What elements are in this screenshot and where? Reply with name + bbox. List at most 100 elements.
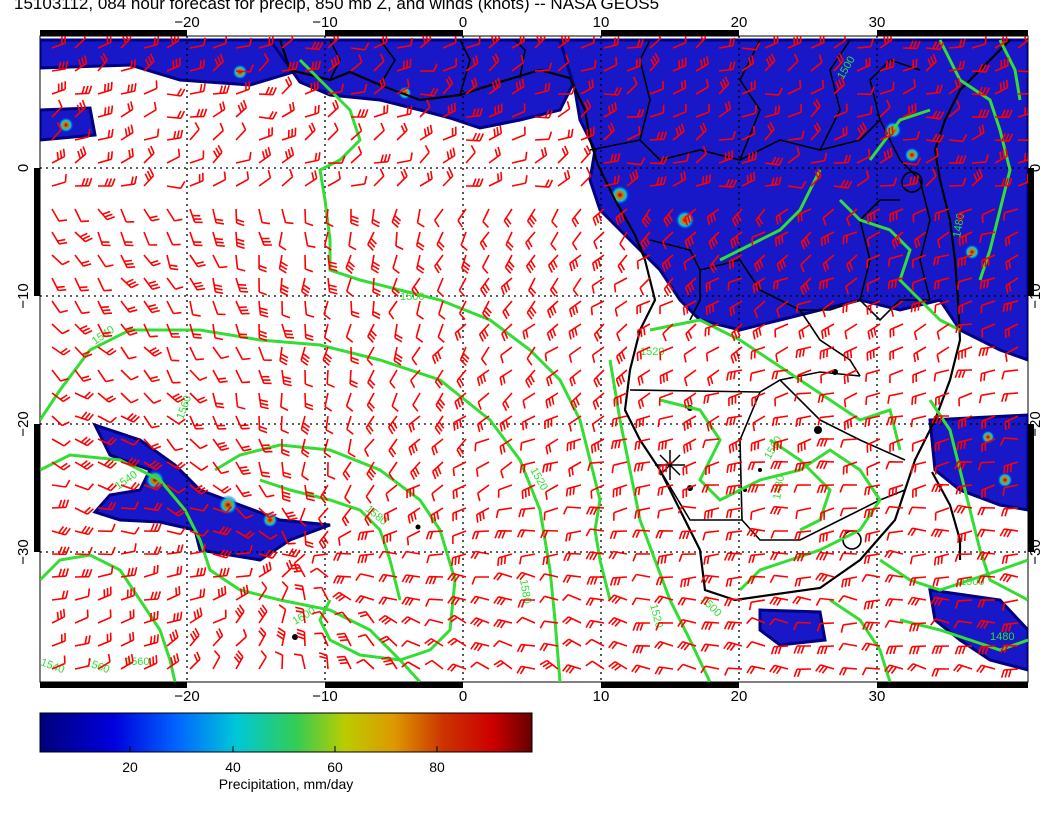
wind-barb — [815, 597, 835, 606]
wind-barb — [258, 208, 271, 225]
svg-text:−10: −10 — [1027, 283, 1044, 308]
wind-barb — [258, 369, 272, 385]
wind-barb — [516, 616, 536, 624]
wind-barb — [819, 277, 835, 290]
wind-barb — [189, 122, 200, 141]
wind-barb — [843, 415, 858, 431]
wind-barb — [613, 277, 628, 293]
wind-barb — [909, 553, 927, 565]
wind-barb — [470, 661, 490, 670]
wind-barb — [488, 171, 503, 187]
wind-barb — [233, 650, 244, 670]
wind-barb — [534, 147, 548, 164]
wind-barb — [994, 79, 1009, 95]
wind-barb — [480, 346, 490, 366]
wind-barb — [166, 346, 180, 362]
wind-barb — [936, 346, 950, 363]
wind-barb — [565, 530, 582, 542]
wind-barb — [544, 415, 559, 430]
wind-barb — [747, 575, 766, 585]
wind-barb — [408, 415, 421, 433]
wind-barb — [753, 254, 766, 273]
wind-barb — [166, 129, 184, 141]
wind-barb — [796, 300, 812, 313]
wind-barb — [769, 617, 789, 626]
wind-barb — [632, 644, 651, 654]
svg-text:0: 0 — [1027, 164, 1044, 172]
wind-barb — [51, 415, 70, 427]
wind-barb — [842, 231, 858, 245]
wind-barb — [771, 415, 789, 427]
wind-barb — [416, 208, 425, 228]
wind-barb — [431, 438, 444, 456]
wind-barb — [1001, 369, 1019, 380]
wind-barb — [678, 530, 697, 540]
wind-barb — [682, 484, 697, 499]
wind-barb — [424, 618, 444, 627]
wind-barb — [373, 122, 385, 141]
wind-barb — [97, 459, 117, 469]
svg-text:−20: −20 — [174, 14, 199, 31]
wind-barb — [409, 461, 421, 480]
wind-barb — [795, 415, 812, 427]
wind-barb — [593, 323, 605, 342]
wind-barb — [659, 346, 674, 361]
wind-barb — [677, 505, 697, 514]
wind-barb — [1017, 139, 1028, 142]
wind-barb — [545, 438, 559, 455]
wind-barb — [280, 415, 290, 434]
wind-barb — [120, 36, 132, 49]
wind-barb — [314, 632, 329, 647]
wind-barb — [51, 479, 71, 488]
wind-barb — [391, 208, 402, 228]
wind-barb — [212, 609, 227, 624]
wind-barb — [143, 168, 155, 187]
wind-barb — [562, 616, 582, 625]
wind-barb — [522, 392, 536, 409]
wind-barb — [411, 346, 421, 366]
wind-barb — [787, 180, 807, 189]
wind-barb — [258, 300, 269, 318]
wind-barb — [212, 277, 224, 295]
wind-barb — [189, 172, 204, 187]
wind-barb — [795, 346, 812, 359]
wind-barb — [539, 620, 559, 629]
wind-barb — [635, 415, 651, 429]
wind-barb — [682, 300, 697, 316]
wind-barb — [74, 254, 92, 267]
wind-barb — [585, 597, 605, 606]
wind-barb — [143, 277, 161, 290]
wind-barb — [764, 105, 781, 118]
wind-barb — [797, 208, 812, 223]
wind-barb — [545, 392, 559, 409]
wind-barb — [542, 461, 559, 473]
wind-barb — [889, 323, 904, 338]
wind-barb — [879, 177, 898, 187]
wind-barb — [748, 599, 766, 611]
wind-barb — [120, 59, 137, 72]
wind-barb — [587, 461, 605, 472]
wind-barb — [672, 153, 690, 164]
wind-barb — [166, 653, 180, 670]
wind-barb — [367, 369, 376, 389]
wind-barb — [816, 484, 835, 494]
wind-barb — [470, 595, 490, 605]
wind-barb — [258, 415, 268, 434]
wind-barb — [864, 415, 881, 428]
wind-barb — [258, 561, 272, 578]
wind-barb — [212, 567, 230, 578]
wind-barb — [120, 300, 138, 313]
wind-barb — [521, 415, 536, 431]
wind-barb — [590, 300, 605, 316]
wind-barb — [74, 99, 87, 118]
wind-barb — [415, 323, 424, 343]
wind-barb — [516, 571, 536, 581]
wind-barb — [958, 415, 973, 429]
wind-barb — [120, 83, 137, 95]
wind-barb — [654, 640, 674, 650]
wind-barb — [933, 277, 950, 290]
wind-barb — [999, 437, 1019, 446]
wind-barb — [401, 616, 421, 625]
wind-barb — [817, 415, 835, 426]
wind-barb — [546, 300, 559, 319]
